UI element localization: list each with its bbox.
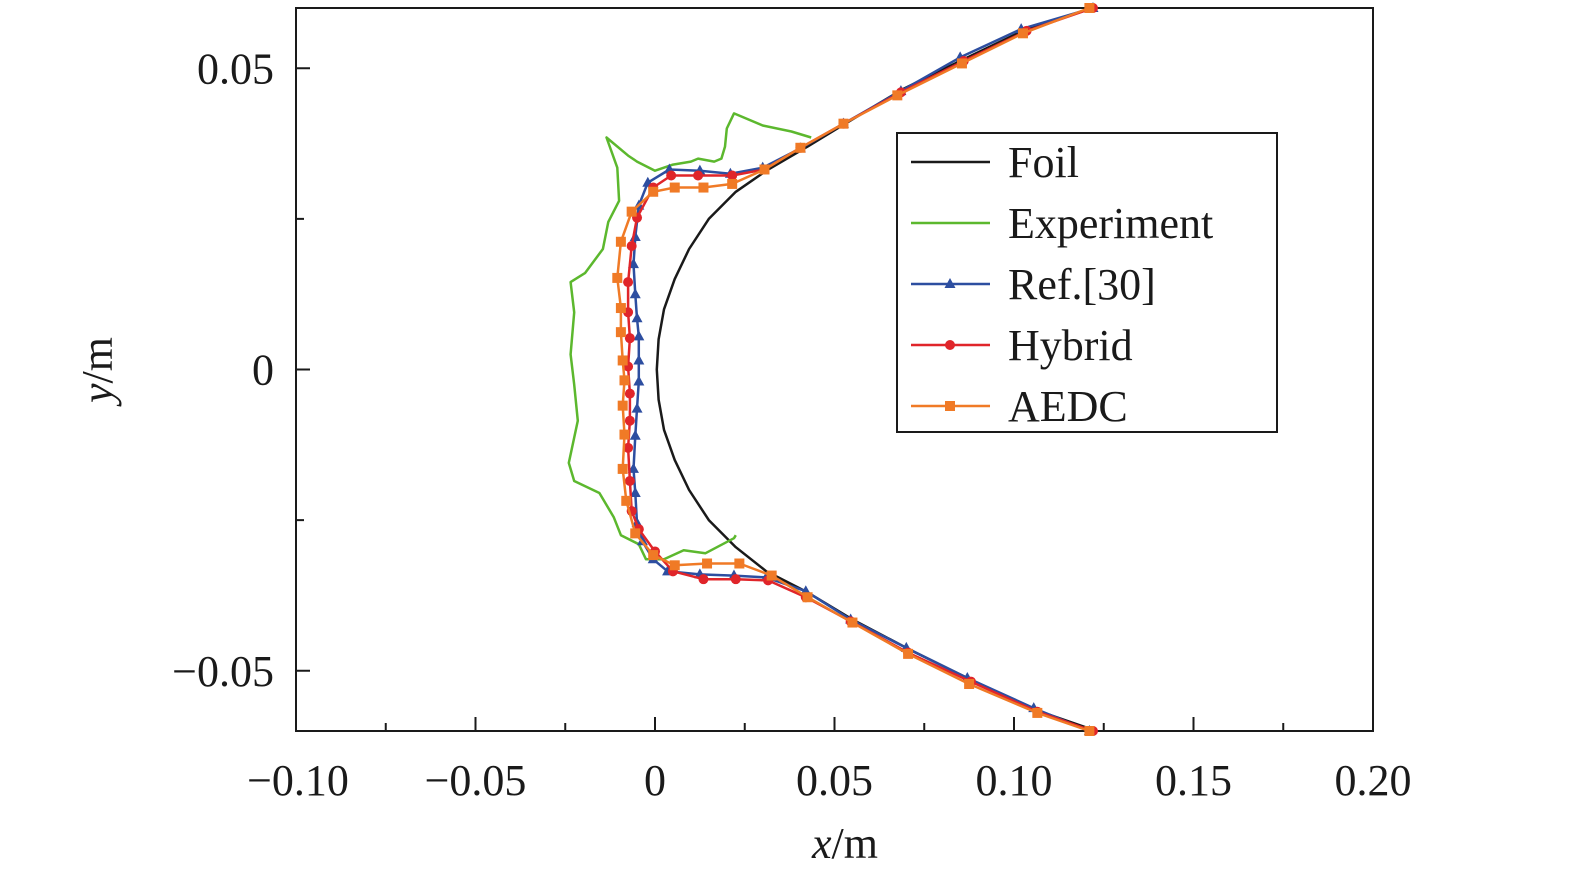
data-point-aedc	[759, 164, 770, 175]
data-point-aedc	[617, 355, 628, 366]
data-point-aedc	[698, 182, 709, 193]
legend-marker	[945, 340, 955, 350]
data-point-hybrid	[693, 170, 704, 181]
data-point-aedc	[727, 178, 738, 189]
data-point-aedc	[617, 400, 628, 411]
data-point-aedc	[648, 186, 659, 197]
data-point-aedc	[1032, 707, 1043, 718]
legend: Foil Experiment Ref.[30] Hybrid AEDC	[896, 132, 1278, 433]
data-point-ref-30	[629, 288, 641, 299]
data-point-aedc	[892, 90, 903, 101]
data-point-aedc	[619, 429, 630, 440]
legend-marker	[944, 278, 956, 288]
data-point-aedc	[802, 592, 813, 603]
legend-marker	[945, 401, 955, 411]
data-point-hybrid	[698, 574, 709, 585]
x-tick-label: 0.20	[1335, 756, 1412, 805]
series-aedc	[612, 3, 1095, 736]
data-point-hybrid	[626, 240, 637, 251]
data-point-aedc	[630, 528, 641, 539]
x-tick-label: 0.15	[1155, 756, 1232, 805]
y-tick-label: 0	[252, 346, 274, 395]
data-point-aedc	[795, 142, 806, 153]
data-point-ref-30	[627, 462, 639, 473]
x-tick-label: 0.05	[796, 756, 873, 805]
data-point-aedc	[847, 617, 858, 628]
data-point-aedc	[669, 560, 680, 571]
series-layer	[567, 2, 1099, 736]
legend-label: Experiment	[1008, 199, 1213, 248]
y-tick-label: −0.05	[172, 647, 274, 696]
data-point-aedc	[648, 550, 659, 561]
data-point-hybrid	[624, 475, 635, 486]
legend-label: Ref.[30]	[1008, 260, 1156, 309]
legend-item-ref-30: Ref.[30]	[911, 260, 1156, 309]
data-point-hybrid	[624, 415, 635, 426]
data-point-ref-30	[629, 429, 641, 440]
data-point-aedc	[838, 118, 849, 129]
data-point-aedc	[669, 182, 680, 193]
data-point-aedc	[964, 679, 975, 690]
data-point-aedc	[619, 375, 630, 386]
data-point-hybrid	[727, 170, 738, 181]
data-point-aedc	[615, 327, 626, 338]
data-point-aedc	[903, 648, 914, 659]
data-point-aedc	[734, 558, 745, 569]
data-point-aedc	[956, 58, 967, 69]
x-tick-label: 0	[644, 756, 666, 805]
data-point-aedc	[1017, 28, 1028, 39]
data-point-aedc	[617, 463, 628, 474]
data-point-aedc	[615, 303, 626, 314]
data-point-aedc	[626, 206, 637, 217]
legend-item-aedc: AEDC	[911, 382, 1128, 431]
data-point-ref-30	[631, 402, 643, 413]
data-point-hybrid	[666, 170, 677, 181]
data-point-hybrid	[624, 333, 635, 344]
data-point-aedc	[621, 495, 632, 506]
x-tick-label: −0.05	[425, 756, 527, 805]
legend-box	[896, 132, 1278, 433]
data-point-ref-30	[633, 330, 645, 341]
data-point-ref-30	[633, 354, 645, 365]
y-axis-title: y/m	[73, 337, 122, 407]
data-point-hybrid	[624, 388, 635, 399]
series-line-aedc	[616, 6, 1090, 733]
data-point-aedc	[1084, 726, 1095, 736]
y-axis-ticks: 0.05 0 −0.05	[172, 44, 310, 696]
data-point-ref-30	[631, 312, 643, 323]
x-axis-ticks: −0.10 −0.05 0 0.05 0.10 0.15 0.20	[247, 717, 1412, 805]
data-point-hybrid	[623, 442, 634, 453]
x-axis-title: x/m	[811, 819, 878, 868]
legend-item-experiment: Experiment	[911, 199, 1213, 248]
data-point-aedc	[615, 236, 626, 247]
legend-item-foil: Foil	[911, 138, 1079, 187]
legend-label: AEDC	[1008, 382, 1128, 431]
legend-label: Foil	[1008, 138, 1079, 187]
data-point-aedc	[702, 558, 713, 569]
y-tick-label: 0.05	[197, 44, 274, 93]
data-point-aedc	[612, 272, 623, 283]
legend-item-hybrid: Hybrid	[911, 321, 1133, 370]
x-tick-label: −0.10	[247, 756, 349, 805]
data-point-ref-30	[633, 375, 645, 386]
legend-label: Hybrid	[1008, 321, 1133, 370]
data-point-aedc	[766, 570, 777, 581]
x-tick-label: 0.10	[976, 756, 1053, 805]
data-point-ref-30	[629, 487, 641, 498]
data-point-hybrid	[623, 277, 634, 288]
data-point-hybrid	[730, 574, 741, 585]
data-point-aedc	[1084, 3, 1095, 13]
